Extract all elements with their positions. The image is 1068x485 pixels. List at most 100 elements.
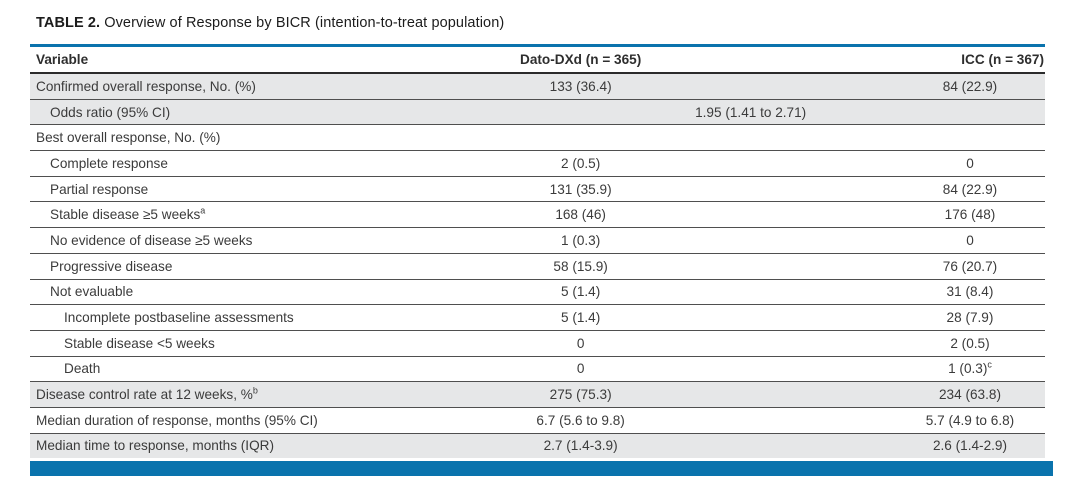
- row-value-icc-text: 84 (22.9): [942, 78, 998, 94]
- row-value-dato-dxd: 0: [576, 361, 585, 377]
- row-value-dato-dxd: 0: [576, 335, 585, 351]
- table-row: Not evaluable 5 (1.4) 31 (8.4): [30, 279, 1045, 305]
- row-value-dato-dxd: 5 (1.4): [560, 284, 601, 300]
- row-value-span: 1.95 (1.41 to 2.71): [695, 104, 807, 120]
- footnote-marker: b: [252, 385, 258, 396]
- row-value-icc-text: 234 (63.8): [939, 387, 1001, 403]
- row-value-icc: 1 (0.3)c: [705, 356, 1045, 382]
- row-label-text: Confirmed overall response, No. (%): [36, 78, 256, 94]
- bottom-accent-bar: [30, 461, 1053, 477]
- table-row: Death 0 1 (0.3)c: [30, 356, 1045, 382]
- row-label-text: Not evaluable: [50, 284, 134, 300]
- row-value-dato-dxd: 6.7 (5.6 to 9.8): [536, 412, 625, 428]
- row-value-icc-text: 176 (48): [944, 207, 996, 223]
- row-value-dato-dxd: [456, 125, 705, 151]
- row-value-icc-text: 0: [966, 232, 974, 248]
- table-row: Confirmed overall response, No. (%) 133 (…: [30, 73, 1045, 100]
- row-label: Partial response: [30, 176, 456, 202]
- table-row: Incomplete postbaseline assessments 5 (1.…: [30, 305, 1045, 331]
- row-value-icc: 0: [705, 151, 1045, 177]
- footnote-marker: c: [987, 359, 992, 370]
- table-row: Median duration of response, months (95%…: [30, 407, 1045, 434]
- row-value-icc-text: 2 (0.5): [950, 335, 990, 351]
- table-title-label: TABLE 2.: [36, 15, 101, 31]
- table-body: Confirmed overall response, No. (%) 133 (…: [30, 73, 1045, 459]
- row-value-icc: 31 (8.4): [705, 279, 1045, 305]
- row-label-text: Progressive disease: [50, 258, 173, 274]
- table-row: Disease control rate at 12 weeks, %b 275 …: [30, 381, 1045, 408]
- row-label: Stable disease <5 weeks: [30, 330, 456, 356]
- table-row: Partial response 131 (35.9) 84 (22.9): [30, 176, 1045, 202]
- response-table: Variable Dato-DXd (n = 365) ICC (n = 367…: [30, 44, 1045, 459]
- row-value-icc: 234 (63.8): [705, 382, 1045, 408]
- row-label: Confirmed overall response, No. (%): [30, 73, 456, 99]
- row-label: Odds ratio (95% CI): [30, 99, 456, 125]
- row-label-text: Death: [64, 361, 101, 377]
- table-row: No evidence of disease ≥5 weeks 1 (0.3) 0: [30, 228, 1045, 254]
- row-value-dato-dxd: 131 (35.9): [549, 181, 612, 197]
- row-value-dato-dxd: 2 (0.5): [560, 155, 601, 171]
- row-label: Not evaluable: [30, 279, 456, 305]
- table-header-row: Variable Dato-DXd (n = 365) ICC (n = 367…: [30, 45, 1045, 74]
- row-value-icc-text: 31 (8.4): [946, 284, 994, 300]
- row-label-text: Best overall response, No. (%): [36, 130, 221, 146]
- table-row: Best overall response, No. (%): [30, 125, 1045, 151]
- row-label-text: Stable disease ≥5 weeks: [50, 207, 201, 223]
- row-value-icc-text: 28 (7.9): [946, 310, 994, 326]
- row-label: Best overall response, No. (%): [30, 125, 456, 151]
- table-row: Stable disease ≥5 weeksa 168 (46) 176 (48): [30, 202, 1045, 228]
- row-label-text: Incomplete postbaseline assessments: [64, 310, 294, 326]
- row-label-text: Stable disease <5 weeks: [64, 335, 215, 351]
- row-value-icc: 5.7 (4.9 to 6.8): [705, 407, 1045, 433]
- table-row: Progressive disease 58 (15.9) 76 (20.7): [30, 253, 1045, 279]
- row-label: Stable disease ≥5 weeksa: [30, 202, 456, 228]
- table-title-text: Overview of Response by BICR (intention-…: [104, 15, 505, 31]
- row-value-dato-dxd: 5 (1.4): [560, 310, 601, 326]
- row-value-icc-text: 1 (0.3): [948, 361, 988, 377]
- row-value-dato-dxd: 168 (46): [555, 207, 606, 223]
- row-label: Progressive disease: [30, 253, 456, 279]
- row-label-text: No evidence of disease ≥5 weeks: [50, 232, 253, 248]
- row-label: Median time to response, months (IQR): [30, 433, 456, 458]
- row-label-text: Complete response: [50, 155, 168, 171]
- row-value-icc: 0: [705, 228, 1045, 254]
- row-label-text: Disease control rate at 12 weeks, %: [36, 387, 253, 403]
- table-row: Stable disease <5 weeks 0 2 (0.5): [30, 330, 1045, 357]
- row-value-icc: 76 (20.7): [705, 253, 1045, 279]
- column-header-icc: ICC (n = 367): [704, 45, 1045, 74]
- row-value-icc: 28 (7.9): [705, 305, 1045, 331]
- row-value-icc: 84 (22.9): [705, 176, 1045, 202]
- footnote-marker: a: [200, 205, 206, 216]
- table-row: Complete response 2 (0.5) 0: [30, 151, 1045, 177]
- row-value-icc: 84 (22.9): [705, 73, 1045, 99]
- row-label-text: Median time to response, months (IQR): [36, 438, 274, 454]
- column-header-variable: Variable: [30, 45, 457, 74]
- row-label: Death: [30, 356, 456, 382]
- column-header-dato-dxd: Dato-DXd (n = 365): [456, 45, 705, 74]
- table-header: Variable Dato-DXd (n = 365) ICC (n = 367…: [30, 45, 1045, 74]
- row-value-icc-text: 2.6 (1.4-2.9): [932, 438, 1008, 454]
- row-value-icc: 176 (48): [705, 202, 1045, 228]
- row-value-icc-text: 76 (20.7): [942, 258, 998, 274]
- table-title: TABLE 2. Overview of Response by BICR (in…: [36, 15, 1045, 31]
- row-label: No evidence of disease ≥5 weeks: [30, 228, 456, 254]
- row-label: Disease control rate at 12 weeks, %b: [30, 382, 456, 408]
- row-label-text: Partial response: [50, 181, 149, 197]
- row-value-icc: 2.6 (1.4-2.9): [705, 433, 1045, 458]
- row-value-icc-text: 84 (22.9): [942, 181, 998, 197]
- row-label-text: Odds ratio (95% CI): [50, 104, 171, 120]
- row-label: Complete response: [30, 151, 456, 177]
- row-label: Median duration of response, months (95%…: [30, 407, 456, 433]
- row-value-icc-text: 5.7 (4.9 to 6.8): [925, 412, 1015, 428]
- row-value-dato-dxd: 275 (75.3): [549, 387, 612, 403]
- row-value-icc: 2 (0.5): [705, 330, 1045, 356]
- row-value-icc: [705, 125, 1045, 151]
- row-value-dato-dxd: 2.7 (1.4-3.9): [543, 438, 618, 454]
- row-value-dato-dxd: 58 (15.9): [553, 258, 608, 274]
- table-row: Median time to response, months (IQR) 2.7…: [30, 433, 1045, 459]
- row-label: Incomplete postbaseline assessments: [30, 305, 456, 331]
- row-value-dato-dxd: 133 (36.4): [549, 78, 612, 94]
- row-value-dato-dxd: 1 (0.3): [560, 232, 601, 248]
- table-row: Odds ratio (95% CI) 1.95 (1.41 to 2.71): [30, 99, 1045, 125]
